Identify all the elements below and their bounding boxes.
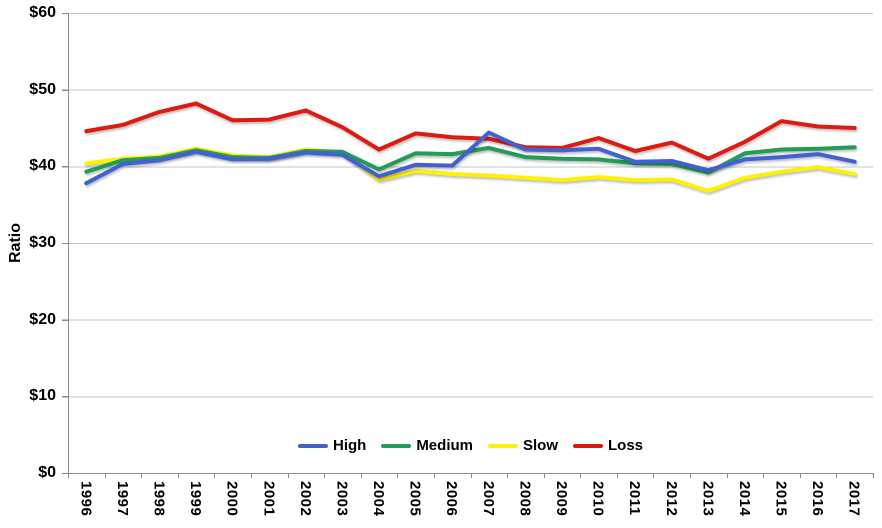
x-tick-label-2005: 2005	[406, 481, 424, 517]
x-tick-label-2014: 2014	[735, 481, 753, 517]
legend-swatch-loss	[573, 444, 603, 448]
legend-item-slow: Slow	[487, 436, 558, 456]
x-tick-label-2012: 2012	[662, 481, 680, 517]
legend: High Medium Slow Loss	[68, 436, 873, 456]
x-tick-label-2010: 2010	[589, 481, 607, 517]
x-tick-label-1997: 1997	[113, 481, 131, 517]
legend-item-loss: Loss	[573, 436, 643, 456]
legend-item-medium: Medium	[381, 436, 473, 456]
y-tick-label-20: $20	[29, 310, 56, 328]
series-line-high	[84, 130, 857, 186]
legend-label-slow: Slow	[522, 437, 558, 454]
x-tick-label-2003: 2003	[333, 481, 351, 517]
legend-swatch-high	[297, 444, 328, 448]
x-tick-label-1999: 1999	[187, 481, 205, 517]
x-tick-label-2002: 2002	[296, 481, 314, 517]
x-tick-label-2008: 2008	[516, 481, 534, 517]
y-tick-label-40: $40	[29, 157, 56, 175]
legend-label-loss: Loss	[608, 437, 644, 454]
y-tick-label-10: $10	[29, 387, 56, 405]
x-tick-label-1998: 1998	[150, 481, 168, 517]
x-tick-label-2011: 2011	[626, 481, 644, 516]
x-tick-label-2016: 2016	[809, 481, 827, 517]
y-tick-label-60: $60	[29, 4, 56, 21]
legend-swatch-medium	[381, 444, 412, 448]
x-tick-label-1996: 1996	[77, 481, 95, 517]
series-line-loss	[84, 101, 857, 161]
x-tick-label-2000: 2000	[223, 481, 241, 517]
legend-item-high: High	[297, 436, 367, 456]
x-tick-label-2009: 2009	[552, 481, 570, 517]
legend-label-high: High	[332, 437, 367, 454]
x-tick-label-2007: 2007	[479, 481, 497, 517]
x-tick-label-2006: 2006	[443, 481, 461, 517]
plot-area	[62, 12, 875, 478]
x-tick-label-2004: 2004	[370, 481, 388, 517]
y-tick-label-30: $30	[29, 234, 56, 251]
x-tick-label-2015: 2015	[772, 481, 790, 517]
x-tick-label-2013: 2013	[699, 481, 717, 517]
x-tick-label-2017: 2017	[845, 481, 863, 517]
legend-label-medium: Medium	[416, 437, 473, 454]
legend-swatch-slow	[487, 444, 518, 448]
y-tick-label-0: $0	[38, 464, 56, 481]
y-tick-label-50: $50	[29, 80, 56, 98]
x-tick-label-2001: 2001	[260, 481, 278, 517]
